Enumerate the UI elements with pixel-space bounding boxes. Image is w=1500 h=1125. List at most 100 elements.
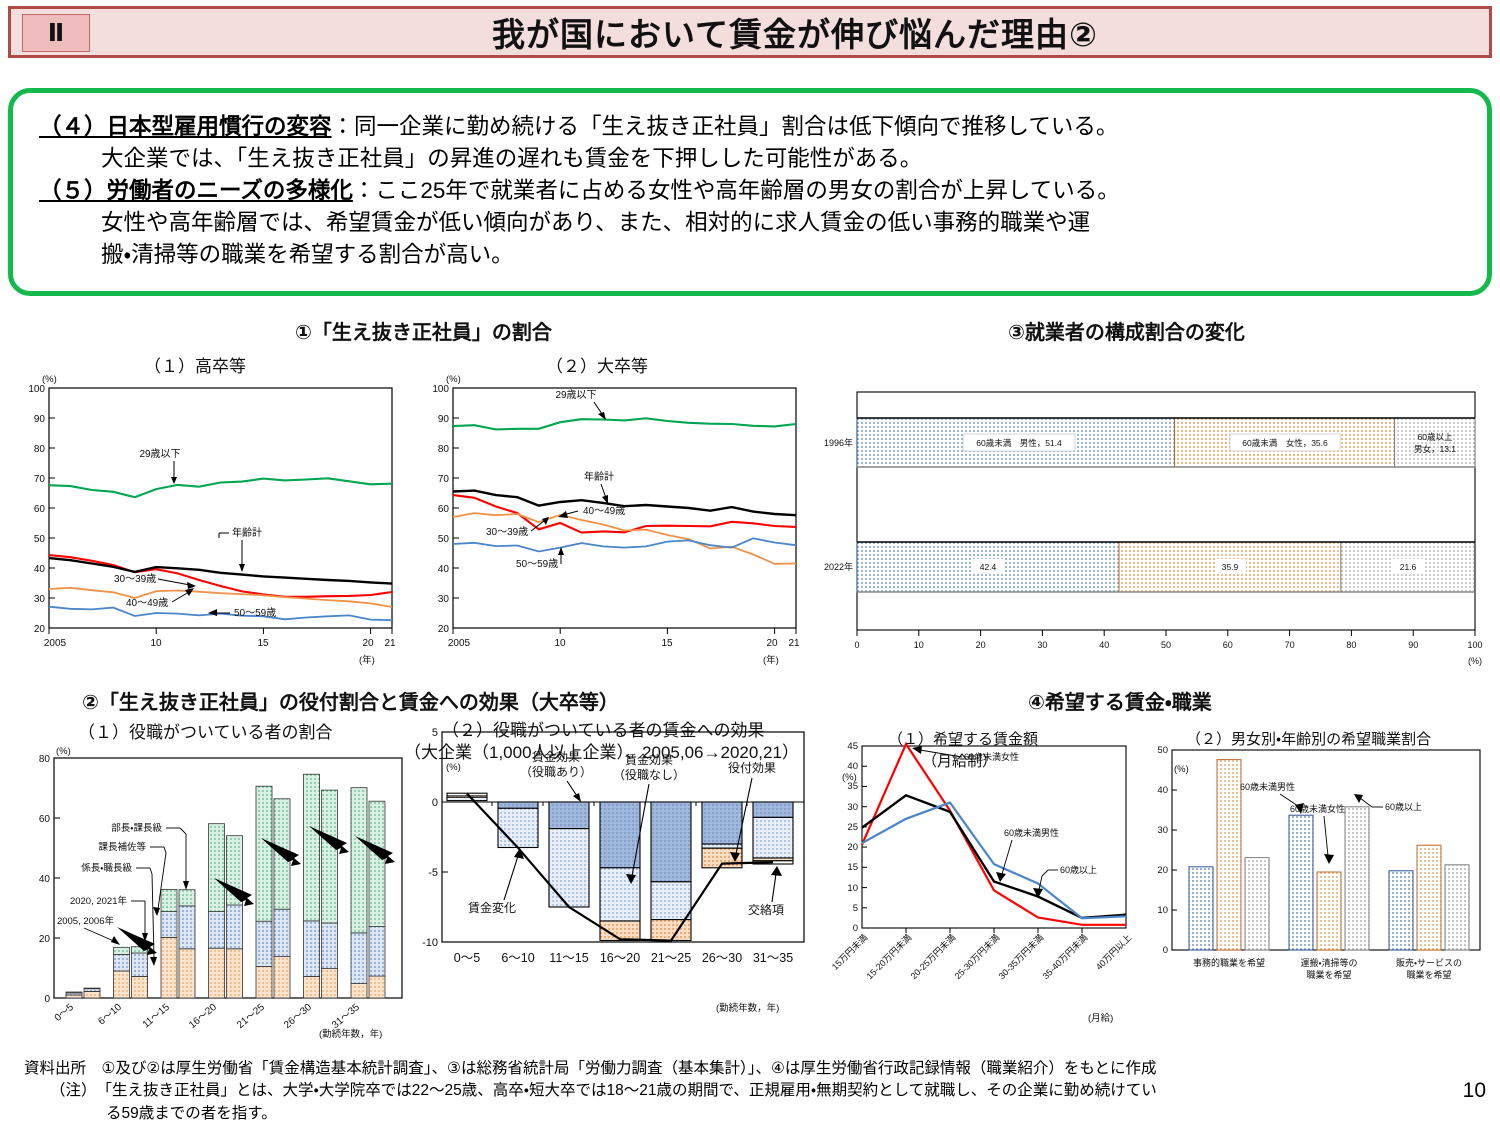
svg-text:賃金変化: 賃金変化 <box>468 900 516 915</box>
svg-text:1996年: 1996年 <box>824 437 853 448</box>
svg-text:11～15: 11～15 <box>549 951 588 965</box>
chart-daiso-xunit: (年) <box>763 655 779 666</box>
svg-text:15: 15 <box>257 638 269 649</box>
svg-text:50: 50 <box>34 534 46 545</box>
svg-text:0～5: 0～5 <box>53 1002 77 1024</box>
summary-line-3-lead: （５）労働者のニーズの多様化 <box>39 177 353 203</box>
svg-text:20: 20 <box>1157 865 1168 876</box>
svg-text:0: 0 <box>432 797 438 809</box>
svg-text:35-40万円未満: 35-40万円未満 <box>1040 932 1090 982</box>
page-number: 10 <box>1462 1079 1486 1102</box>
chart-desired-wage: （１）希望する賃金額 （月給制） (%) 45 40 35 30 25 20 15 10 5… <box>829 728 1136 1048</box>
svg-text:60: 60 <box>438 504 450 515</box>
chart-composition: 60歳未満 男性，51.4 60歳未満 女性，35.6 60歳以上 男女，13.… <box>824 382 1495 672</box>
svg-text:29歳以下: 29歳以下 <box>139 448 180 460</box>
chart-wage-effect-subtitle2: （大企業（1,000人以上企業）、2005,06→2020,21） <box>404 743 799 762</box>
svg-text:35: 35 <box>847 781 858 792</box>
svg-text:90: 90 <box>1408 640 1418 650</box>
svg-text:役付効果: 役付効果 <box>728 760 776 775</box>
chart-desired-occupation: （２）男女別・年齢別の希望職業割合 (%) 50 40 30 20 10 0 <box>1140 728 1496 1048</box>
svg-text:賃金効果: 賃金効果 <box>532 749 580 764</box>
svg-text:50～59歳: 50～59歳 <box>516 558 558 570</box>
svg-text:80: 80 <box>438 444 450 455</box>
svg-text:-10: -10 <box>422 937 438 949</box>
chart-composition-svg: 60歳未満 男性，51.4 60歳未満 女性，35.6 60歳以上 男女，13.… <box>824 391 1483 666</box>
svg-text:100: 100 <box>432 384 449 395</box>
panel-3-title: ③就業者の構成割合の変化 <box>1008 322 1245 344</box>
svg-text:(%): (%) <box>1468 656 1482 666</box>
svg-text:80: 80 <box>39 754 51 765</box>
svg-text:90: 90 <box>34 414 46 425</box>
svg-text:40: 40 <box>847 761 858 772</box>
summary-line-3-body: ：ここ25年で就業者に占める女性や高年齢層の男女の割合が上昇している。 <box>352 177 1120 203</box>
svg-text:2005, 2006年: 2005, 2006年 <box>57 915 115 927</box>
svg-text:70: 70 <box>438 474 450 485</box>
svg-text:2022年: 2022年 <box>824 561 853 572</box>
chart-desired-occupation-yunit: (%) <box>1174 764 1189 775</box>
svg-text:25-30万円未満: 25-30万円未満 <box>952 932 1002 982</box>
svg-text:60歳以上: 60歳以上 <box>1385 801 1422 812</box>
chart-koso-xunit: (年) <box>359 655 375 666</box>
svg-text:30～39歳: 30～39歳 <box>114 573 156 585</box>
svg-text:20: 20 <box>39 934 51 945</box>
svg-text:40: 40 <box>1099 640 1109 650</box>
summary-line-4: 女性や高年齢層では、希望賃金が低い傾向があり、また、相対的に求人賃金の低い事務的… <box>101 209 1091 235</box>
svg-text:販売・サービスの: 販売・サービスの <box>1396 957 1462 968</box>
svg-text:年齢計: 年齢計 <box>232 526 262 539</box>
svg-text:職業を希望: 職業を希望 <box>1306 969 1351 980</box>
chart-desired-occupation-subtitle: （２）男女別・年齢別の希望職業割合 <box>1186 731 1432 748</box>
svg-text:80: 80 <box>1346 640 1356 650</box>
svg-text:部長・課長級: 部長・課長級 <box>111 822 162 834</box>
svg-text:100: 100 <box>28 384 45 395</box>
page-title: 我が国において賃金が伸び悩んだ理由② <box>492 16 1098 53</box>
chart-koso-subtitle: （１）高卒等 <box>144 357 246 376</box>
svg-text:21.6: 21.6 <box>1400 562 1417 572</box>
svg-text:6～10: 6～10 <box>501 951 534 965</box>
svg-text:0: 0 <box>44 994 50 1005</box>
svg-text:0: 0 <box>854 640 859 650</box>
svg-text:職業を希望: 職業を希望 <box>1406 969 1451 980</box>
svg-text:30～39歳: 30～39歳 <box>486 526 528 538</box>
chart-desired-wage-xunit: (月給) <box>1088 1013 1114 1024</box>
summary-line-5: 搬・清掃等の職業を希望する割合が高い。 <box>101 241 514 267</box>
svg-text:31～35: 31～35 <box>753 951 793 965</box>
footnote-line-1: 資料出所 ①及び②は厚生労働省「賃金構造基本統計調査」、③は総務省統計局「労働力… <box>24 1060 1157 1077</box>
chart-desired-wage-subtitle2: （月給制） <box>922 753 998 770</box>
svg-text:10: 10 <box>150 638 162 649</box>
summary-line-2: 大企業では、「生え抜き正社員」の昇進の遅れも賃金を下押しした可能性がある。 <box>101 145 923 171</box>
svg-text:5: 5 <box>853 903 858 914</box>
svg-text:20: 20 <box>362 638 374 649</box>
chart-yakushoku-ratio: （１）役職がついている者の割合 (%) 80 60 40 20 0 <box>14 718 414 1048</box>
chart-yakushoku-subtitle: （１）役職がついている者の割合 <box>78 723 333 742</box>
svg-text:60歳未満女性: 60歳未満女性 <box>1290 803 1345 814</box>
slide-header: Ⅱ 我が国において賃金が伸び悩んだ理由② <box>8 6 1492 58</box>
svg-text:15: 15 <box>847 862 858 873</box>
svg-text:70: 70 <box>34 474 46 485</box>
svg-text:50～59歳: 50～59歳 <box>234 607 276 619</box>
svg-text:男女，13.1: 男女，13.1 <box>1414 444 1456 454</box>
svg-text:2020, 2021年: 2020, 2021年 <box>70 895 128 907</box>
summary-line-1: （４）日本型雇用慣行の変容：同一企業に勤め続ける「生え抜き正社員」割合は低下傾向… <box>39 111 1461 143</box>
svg-text:0～5: 0～5 <box>454 951 480 965</box>
svg-text:40万円以上: 40万円以上 <box>1094 932 1134 972</box>
svg-text:50: 50 <box>1157 745 1168 756</box>
svg-text:21: 21 <box>788 638 800 649</box>
svg-text:30: 30 <box>1157 825 1168 836</box>
chart-wage-effect-subtitle: （２）役職がついている者の賃金への効果 <box>442 721 765 740</box>
svg-text:課長補佐等: 課長補佐等 <box>98 841 146 853</box>
svg-text:30: 30 <box>438 594 450 605</box>
svg-text:60歳未満女性: 60歳未満女性 <box>964 751 1019 762</box>
svg-text:40～49歳: 40～49歳 <box>583 505 625 517</box>
chart-wage-effect-xunit: (勤続年数，年) <box>716 1003 780 1014</box>
chart-desired-wage-yunit: (%) <box>842 772 857 783</box>
svg-text:賃金効果: 賃金効果 <box>625 752 673 767</box>
panel-4-title: ④希望する賃金・職業 <box>1028 692 1212 714</box>
svg-text:100: 100 <box>1467 640 1482 650</box>
svg-text:-5: -5 <box>428 867 438 879</box>
svg-text:10: 10 <box>1157 905 1168 916</box>
section-number-badge: Ⅱ <box>22 14 90 52</box>
svg-text:21～25: 21～25 <box>235 1002 267 1031</box>
footnote: 資料出所 ①及び②は厚生労働省「賃金構造基本統計調査」、③は総務省統計局「労働力… <box>24 1058 1454 1125</box>
svg-text:15万円未満: 15万円未満 <box>829 932 869 972</box>
svg-text:事務的職業を希望: 事務的職業を希望 <box>1193 957 1265 968</box>
